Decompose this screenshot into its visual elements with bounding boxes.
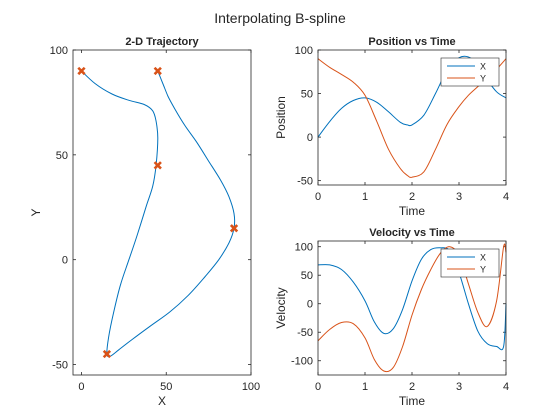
position-chart-title: Position vs Time [368,36,455,48]
velocity-x-tick-label: 4 [503,381,509,393]
velocity-chart: Velocity vs Time Time Velocity 0 1 2 3 4 -100… [274,227,509,408]
velocity-plot-area [317,243,507,373]
waypoint-marker-stroke [229,224,239,233]
position-y-tick-label: 100 [295,45,313,57]
position-series-y-line [317,58,507,178]
velocity-y-tick-label: 100 [295,242,313,254]
position-axes-frame [317,49,507,186]
waypoint-marker [153,161,162,170]
trajectory-chart: 2-D Trajectory X Y 0 50 100 -50 0 50 100 [29,36,260,408]
trajectory-x-tick-label: 50 [160,381,172,393]
waypoint-marker-stroke [153,66,162,76]
position-chart: Position vs Time Time Position 0 1 2 3 4-500… [274,36,509,218]
trajectory-chart-title: 2-D Trajectory [125,36,199,48]
velocity-series-y-line [317,243,507,373]
velocity-y-tick-label: -100 [291,356,313,368]
position-x-tick-label: 2 [409,191,415,203]
waypoint-marker [77,66,86,76]
trajectory-spline-curve [81,70,236,358]
velocity-series-x-line [317,247,507,351]
trajectory-y-tick-label: 0 [62,255,68,267]
velocity-x-axis-label: Time [399,394,426,408]
velocity-legend-label-y: Y [480,265,486,275]
position-legend: XY [440,57,500,87]
velocity-axes-frame [317,240,507,376]
velocity-x-tick-label: 2 [409,381,415,393]
waypoint-marker [229,224,239,233]
velocity-legend: XY [440,248,500,278]
trajectory-x-tick-label: 0 [78,381,84,393]
trajectory-x-tick-label: 100 [242,381,260,393]
position-x-tick-label: 1 [362,191,368,203]
position-legend-box [440,57,500,87]
waypoint-marker [153,66,162,76]
waypoint-marker-stroke [102,349,112,359]
position-y-tick-label: 50 [301,89,313,101]
position-y-tick-label: 0 [307,132,313,144]
position-x-tick-label: 4 [503,191,509,203]
position-legend-label-y: Y [480,74,486,84]
figure-suptitle: Interpolating B-spline [214,10,346,26]
velocity-legend-box [440,248,500,278]
trajectory-y-axis-label: Y [29,208,43,216]
velocity-x-tick-label: 3 [456,381,462,393]
velocity-y-tick-label: -50 [297,327,313,339]
trajectory-y-tick-label: -50 [52,360,68,372]
position-legend-label-x: X [480,62,486,72]
trajectory-y-tick-label: 100 [50,45,68,57]
trajectory-x-axis-label: X [158,394,166,408]
velocity-y-tick-label: 50 [301,270,313,282]
velocity-y-axis-label: Velocity [274,287,288,328]
position-x-axis-label: Time [399,204,426,218]
position-x-tick-label: 0 [315,191,321,203]
position-y-axis-label: Position [274,96,288,139]
velocity-x-tick-label: 1 [362,381,368,393]
velocity-legend-label-x: X [480,253,486,263]
waypoint-marker-stroke [153,161,162,170]
velocity-x-tick-label: 0 [315,381,321,393]
position-y-tick-label: -50 [297,176,313,188]
velocity-y-tick-label: 0 [307,299,313,311]
trajectory-plot-area [77,66,239,359]
waypoint-marker [102,349,112,359]
position-x-tick-label: 3 [456,191,462,203]
trajectory-axes-frame [72,49,252,376]
velocity-chart-title: Velocity vs Time [369,227,454,239]
velocity-ticks: 0 1 2 3 4 -100 -50 0 50 100 [291,241,509,393]
waypoint-marker-stroke [77,66,86,76]
trajectory-y-tick-label: 50 [56,150,68,162]
